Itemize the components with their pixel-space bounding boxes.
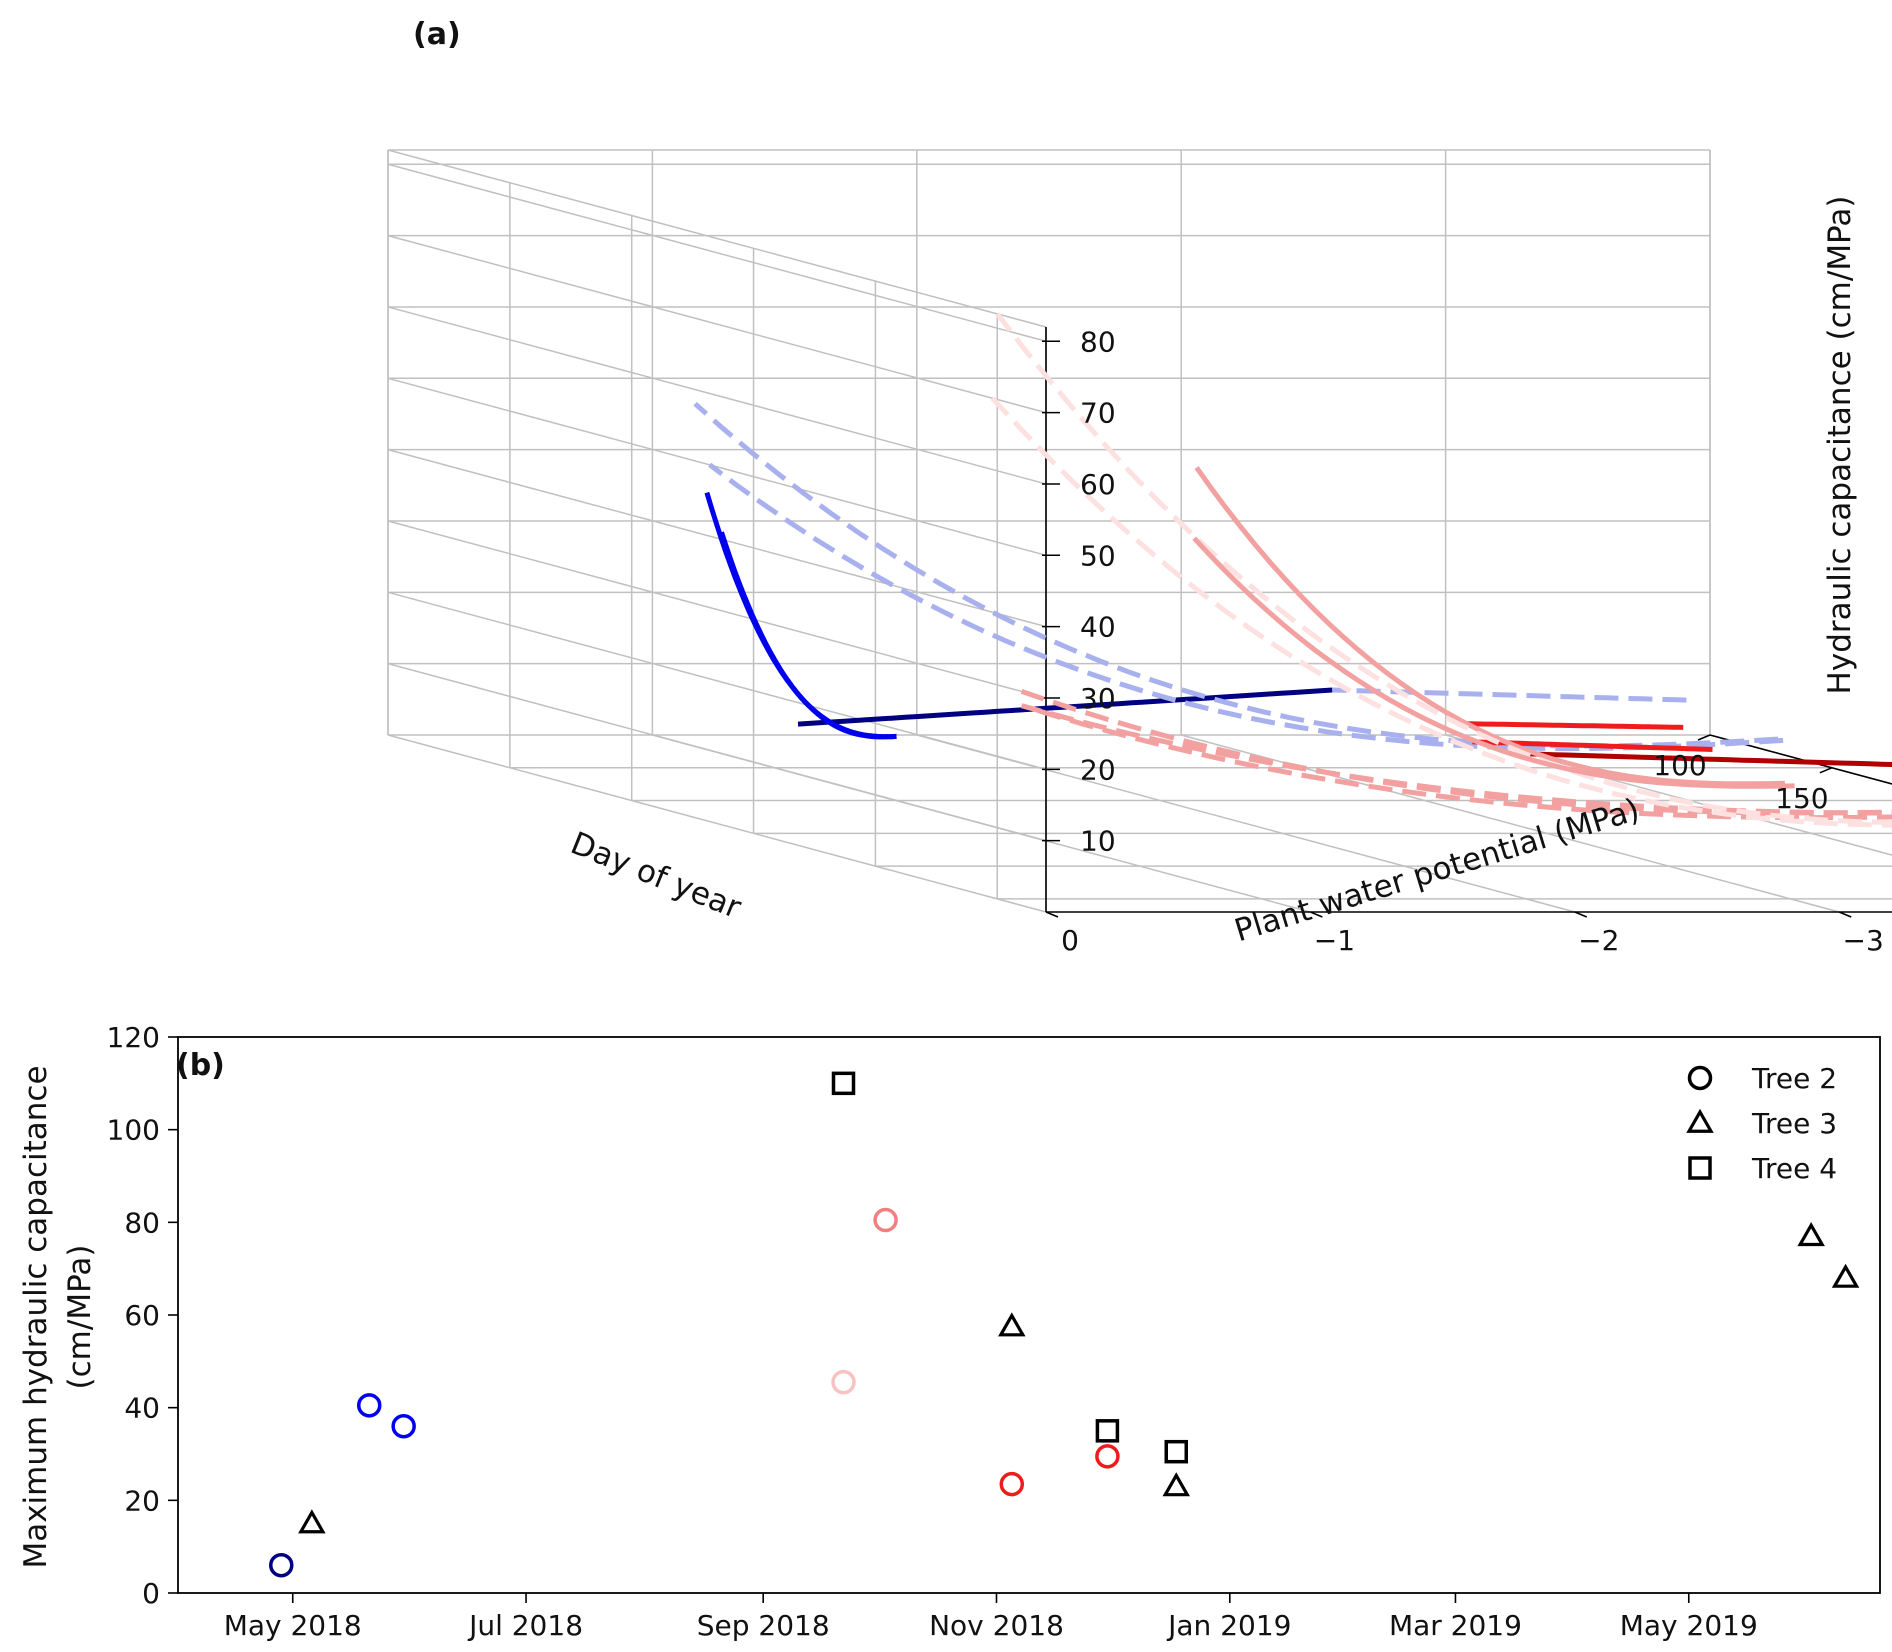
panel-b-legend: Tree 2 Tree 3 Tree 4	[1686, 1062, 1837, 1185]
y-tick	[1310, 911, 1323, 918]
legend-label: Tree 2	[1751, 1062, 1837, 1095]
y-tick	[1838, 911, 1852, 918]
grid-line	[387, 448, 1047, 628]
grid-line	[916, 734, 1575, 913]
z-tick-label: 60	[1080, 468, 1116, 501]
data-point-square	[831, 1071, 856, 1096]
panel-a-tick-labels: 100150200250300350−5−4−3−2−1010203040506…	[1061, 325, 1884, 957]
data-point-triangle	[1162, 1472, 1191, 1497]
grid-line	[387, 734, 1047, 913]
data-point-square	[1164, 1439, 1189, 1464]
z-tick-label: 80	[1080, 325, 1116, 358]
panel-a-axes	[1042, 327, 1892, 918]
z-tick-label: 10	[1080, 825, 1116, 858]
panel-a-zlabel: Hydraulic capacitance (cm/MPa)	[1822, 196, 1858, 695]
x-tick-label: 100	[1653, 749, 1706, 782]
grid-line	[387, 306, 1047, 485]
panel-b-points	[269, 1071, 1860, 1578]
x-tick-label: 150	[1775, 782, 1828, 815]
x-tick-label: Jan 2019	[1166, 1609, 1291, 1642]
y-tick	[1045, 911, 1059, 918]
extrapolated-curve	[1020, 703, 1892, 816]
panel-a-label: (a)	[413, 17, 461, 52]
z-tick-label: 20	[1080, 753, 1116, 786]
y-tick-label: 40	[124, 1392, 160, 1425]
legend-label: Tree 4	[1751, 1152, 1837, 1185]
grid-line	[387, 520, 1047, 699]
x-tick-label: Sep 2018	[697, 1609, 830, 1642]
y-tick-label: 80	[124, 1206, 160, 1239]
legend-label: Tree 3	[1751, 1107, 1837, 1140]
x-tick-label: Jul 2018	[467, 1609, 583, 1642]
data-point-circle	[269, 1552, 294, 1578]
data-point-triangle	[298, 1509, 326, 1534]
data-point-circle	[999, 1471, 1025, 1497]
data-point-circle	[391, 1413, 416, 1439]
z-tick-label: 50	[1080, 539, 1116, 572]
y-tick-label: 0	[1061, 924, 1079, 957]
panel-b-tick-labels: May 2018 Jul 2018 Sep 2018 Nov 2018 Jan 2019…	[107, 1021, 1758, 1642]
y-tick-label: 20	[124, 1484, 160, 1517]
x-tick	[1697, 734, 1711, 741]
pane-edge	[387, 149, 1047, 328]
y-tick-label: −3	[1843, 924, 1884, 957]
x-tick-label: May 2019	[1620, 1609, 1758, 1642]
grid-line	[387, 163, 1047, 342]
y-tick-label: 60	[124, 1299, 160, 1332]
panel-a-3d-chart: 100150200250300350−5−4−3−2−1010203040506…	[387, 17, 1892, 957]
grid-line	[652, 734, 1311, 913]
data-point-circle	[356, 1393, 382, 1418]
extrapolated-curve	[995, 312, 1892, 825]
legend-marker-square	[1688, 1156, 1712, 1180]
x-tick	[1819, 767, 1833, 774]
z-tick-label: 40	[1080, 611, 1116, 644]
x-tick-label: May 2018	[224, 1609, 362, 1642]
x-tick-label: Nov 2018	[929, 1609, 1064, 1642]
y-tick-label: 0	[142, 1577, 160, 1610]
panel-b-label: (b)	[176, 1048, 225, 1083]
y-tick-label: −1	[1314, 924, 1355, 957]
data-point-triangle	[998, 1312, 1026, 1337]
legend-marker-circle	[1687, 1065, 1713, 1091]
data-point-circle	[831, 1369, 856, 1395]
extrapolated-curve	[990, 396, 1892, 828]
z-tick-label: 70	[1080, 397, 1116, 430]
data-point-square	[1095, 1419, 1120, 1443]
measured-curve	[719, 531, 897, 740]
data-point-triangle	[1831, 1263, 1860, 1288]
y-tick-label: −2	[1578, 924, 1619, 957]
measured-curve	[1457, 721, 1684, 730]
grid-line	[387, 377, 1047, 557]
y-tick-label: 120	[107, 1021, 160, 1054]
x-tick-label: Mar 2019	[1389, 1609, 1522, 1642]
extrapolated-curve	[1025, 704, 1892, 821]
data-point-triangle	[1797, 1222, 1825, 1247]
z-tick-label: 30	[1080, 682, 1116, 715]
panel-a-grid	[387, 149, 1892, 913]
panel-b-axes	[168, 1036, 1881, 1603]
panel-a-xlabel: Day of year	[566, 825, 747, 926]
plot-frame	[177, 1036, 1881, 1594]
y-tick-label: 100	[107, 1114, 160, 1147]
data-point-circle	[873, 1207, 898, 1233]
measured-curve	[1192, 536, 1795, 789]
measured-curve	[1516, 751, 1892, 767]
y-tick	[1574, 911, 1588, 918]
panel-b-ylabel-line2: (cm/MPa)	[62, 1245, 98, 1390]
extrapolated-curve	[1332, 687, 1687, 703]
extrapolated-curve	[1020, 689, 1892, 816]
legend-marker-triangle	[1686, 1108, 1714, 1133]
grid-line	[387, 234, 1047, 414]
panel-b-ylabel-line1: Maximum hydraulic capacitance	[18, 1065, 54, 1568]
panel-a-curves	[693, 312, 1892, 828]
data-point-circle	[1095, 1444, 1120, 1469]
